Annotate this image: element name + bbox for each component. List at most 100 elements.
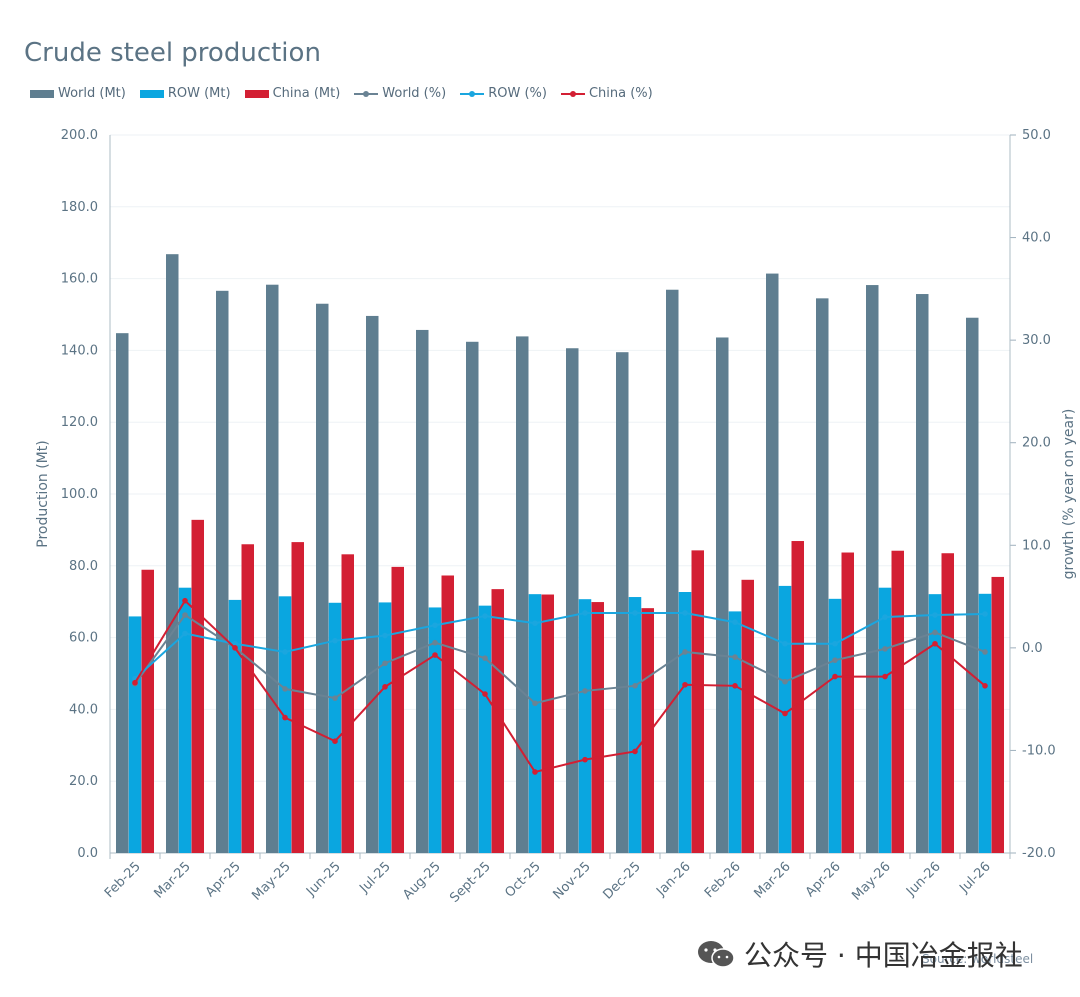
line-point-china-13	[782, 710, 788, 717]
legend-marker-china-pct	[560, 87, 585, 101]
line-point-china-14	[832, 673, 838, 680]
bar-row-mt-16	[928, 594, 942, 853]
line-point-world-12	[732, 654, 738, 660]
bar-world-mt-10	[616, 352, 629, 853]
y2-tick-label: -20.0	[1022, 846, 1056, 861]
wechat-icon	[698, 941, 735, 968]
x-tick-label: May-26	[849, 859, 893, 903]
legend-item-row-mt[interactable]: ROW (Mt)	[139, 86, 231, 101]
line-point-china-3	[282, 714, 288, 721]
line-point-world-17	[982, 649, 988, 655]
source-note: Source: worldsteel	[922, 952, 1034, 966]
bar-world-mt-7	[466, 341, 479, 853]
bar-row-mt-14	[828, 598, 842, 853]
legend-marker-row-pct	[460, 87, 485, 101]
bar-row-mt-2	[228, 599, 242, 853]
line-point-row-7	[482, 613, 488, 619]
bar-world-mt-12	[716, 337, 729, 853]
bar-row-mt-6	[428, 607, 442, 853]
bar-china-mt-1	[191, 519, 204, 853]
line-point-china-17	[982, 683, 988, 689]
line-point-world-7	[482, 655, 488, 661]
line-point-row-4	[332, 637, 338, 644]
x-tick-label: Nov-25	[551, 859, 594, 902]
line-point-china-16	[932, 640, 938, 647]
bar-world-mt-11	[666, 289, 679, 853]
y2-tick-label: 30.0	[1022, 333, 1051, 348]
legend-item-world-pct[interactable]: World (%)	[354, 86, 446, 101]
line-point-china-4	[332, 738, 338, 744]
bar-china-mt-5	[391, 566, 404, 853]
legend-item-row-pct[interactable]: ROW (%)	[460, 86, 547, 101]
x-tick-label: Feb-25	[102, 859, 144, 901]
y-tick-label: 0.0	[77, 846, 98, 861]
legend-swatch-china-mt	[244, 89, 269, 98]
bar-china-mt-16	[941, 553, 954, 853]
x-tick-label: Aug-25	[400, 859, 444, 903]
x-tick-label: May-25	[249, 859, 293, 903]
bar-world-mt-9	[566, 348, 579, 853]
legend-item-china-mt[interactable]: China (Mt)	[244, 86, 341, 101]
bar-row-mt-3	[278, 596, 292, 853]
line-point-row-6	[432, 622, 438, 629]
legend-swatch-world-mt	[30, 89, 54, 98]
line-point-china-2	[232, 645, 238, 651]
line-series-row-	[134, 611, 986, 680]
line-point-china-10	[632, 748, 638, 755]
y-tick-label: 80.0	[69, 559, 98, 574]
bar-row-mt-4	[328, 602, 342, 853]
legend-label-world-mt: World (Mt)	[58, 86, 126, 101]
bar-row-mt-1	[178, 587, 192, 853]
y2-tick-label: 0.0	[1022, 641, 1043, 656]
legend-label-china-mt: China (Mt)	[272, 86, 341, 101]
bar-row-mt-12	[728, 611, 742, 853]
bar-world-mt-14	[816, 298, 829, 854]
line-point-china-5	[382, 684, 388, 690]
bar-china-mt-6	[441, 575, 454, 853]
line-point-china-15	[882, 673, 888, 680]
line-point-world-13	[782, 678, 788, 685]
line-point-china-9	[582, 756, 588, 763]
bar-row-mt-8	[528, 594, 542, 853]
bar-china-mt-3	[291, 542, 304, 853]
x-tick-label: Feb-26	[702, 859, 744, 901]
line-point-row-3	[282, 649, 288, 655]
bar-world-mt-2	[216, 290, 229, 853]
bar-row-mt-0	[128, 616, 142, 853]
bar-row-mt-9	[578, 599, 592, 853]
bar-world-mt-15	[866, 285, 879, 853]
bar-world-mt-1	[166, 254, 179, 854]
legend-item-china-pct[interactable]: China (%)	[560, 86, 653, 101]
x-tick-label: Dec-25	[600, 859, 643, 902]
x-tick-label: Jun-25	[303, 859, 344, 900]
y-tick-label: 40.0	[69, 702, 98, 717]
y2-tick-label: -10.0	[1022, 743, 1056, 758]
legend-label-row-pct: ROW (%)	[488, 86, 547, 101]
line-point-world-16	[932, 629, 938, 636]
line-point-world-8	[532, 700, 538, 707]
bar-china-mt-14	[841, 552, 854, 853]
x-tick-label: Sept-25	[447, 859, 494, 906]
line-point-world-9	[582, 688, 588, 694]
x-tick-label: Jun-26	[903, 859, 944, 900]
line-point-row-9	[582, 610, 588, 616]
line-point-world-10	[632, 683, 638, 689]
y-axis-title: Production (Mt)	[35, 440, 51, 547]
bar-world-mt-0	[116, 333, 129, 854]
legend-label-row-mt: ROW (Mt)	[167, 86, 231, 101]
y2-tick-label: 20.0	[1022, 436, 1051, 451]
legend-item-world-mt[interactable]: World (Mt)	[30, 86, 126, 101]
line-point-row-14	[832, 640, 838, 647]
y-tick-label: 60.0	[69, 631, 98, 646]
line-point-china-12	[732, 683, 738, 689]
bar-china-mt-4	[341, 554, 354, 853]
bar-world-mt-3	[266, 284, 279, 853]
legend-label-world-pct: World (%)	[382, 86, 447, 101]
bar-row-mt-5	[378, 602, 392, 853]
bar-china-mt-13	[791, 541, 804, 853]
bar-china-mt-12	[741, 579, 754, 853]
x-tick-label: Apr-26	[803, 859, 844, 900]
y2-tick-label: 50.0	[1022, 128, 1051, 143]
line-point-world-6	[432, 639, 438, 646]
line-point-world-1	[182, 612, 188, 618]
